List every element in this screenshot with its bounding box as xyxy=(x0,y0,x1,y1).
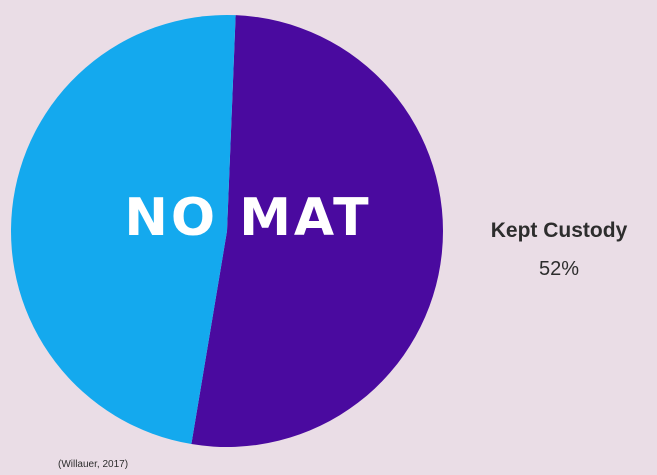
pie-slice-kept-custody xyxy=(191,15,443,447)
pie-slices xyxy=(10,14,443,447)
source-citation: (Willauer, 2017) xyxy=(58,459,129,470)
center-label: NO MAT xyxy=(124,188,371,248)
slice-label-kept-custody: Kept Custody xyxy=(490,219,628,242)
pie-slice-other-1 xyxy=(10,14,236,445)
slice-value-kept-custody: 52% xyxy=(538,258,580,280)
